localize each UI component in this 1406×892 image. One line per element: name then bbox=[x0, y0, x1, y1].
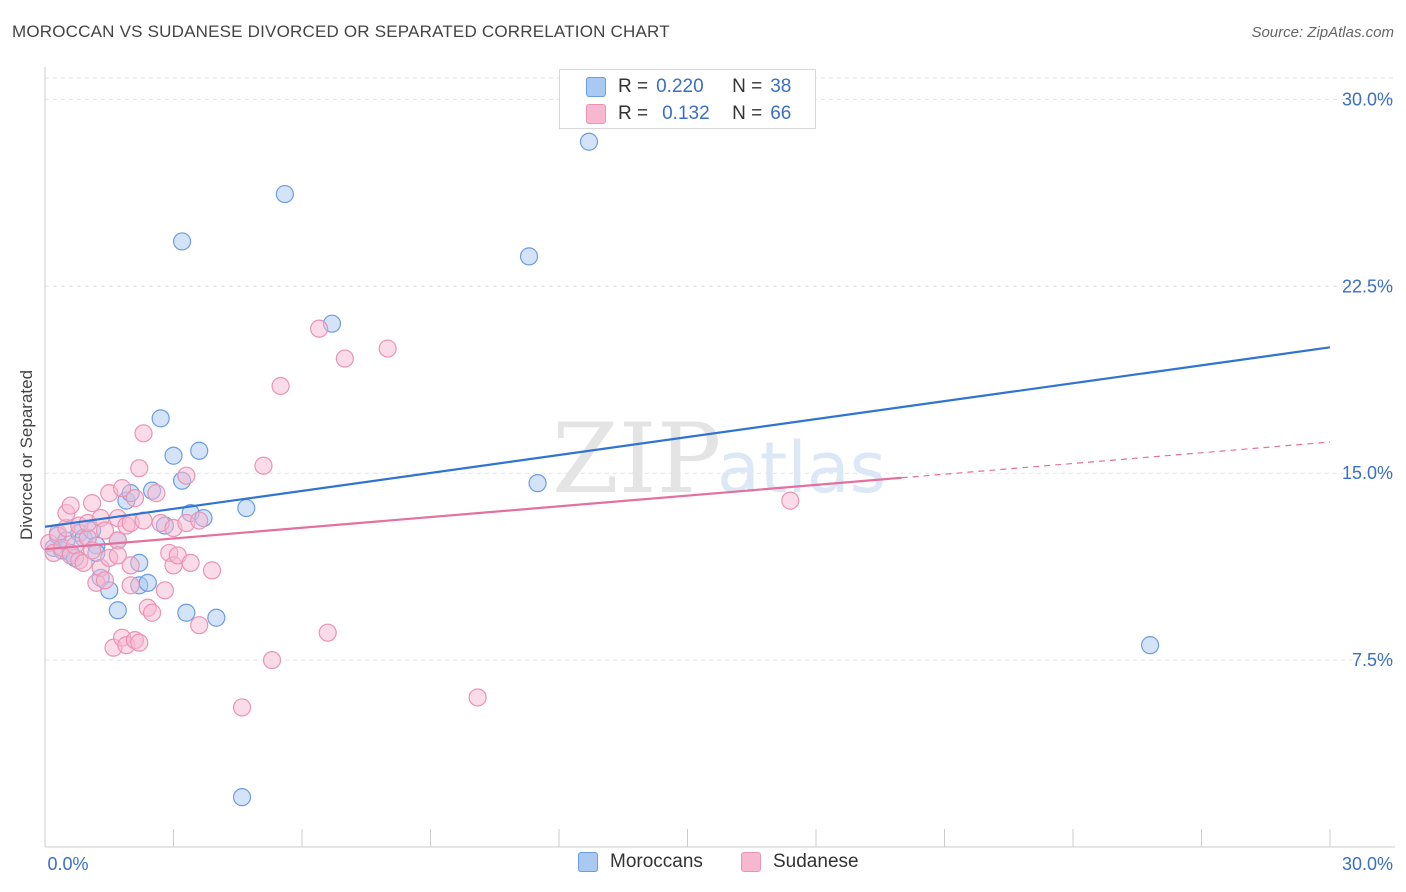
y-tick-label: 22.5% bbox=[1342, 276, 1393, 296]
sudanese-point bbox=[95, 521, 115, 540]
sudanese-point bbox=[781, 491, 800, 510]
moroccan-point bbox=[579, 132, 599, 151]
legend-n-label: N = bbox=[732, 103, 763, 124]
stats-legend: R = 0.220 N = 38 R = 0.132 N = 66 bbox=[559, 69, 816, 129]
legend-n-value: 38 bbox=[770, 76, 792, 97]
sudanese-point bbox=[74, 553, 93, 573]
moroccan-point bbox=[275, 184, 294, 204]
sudanese-point bbox=[190, 616, 209, 635]
sudanese-point bbox=[125, 489, 145, 508]
legend-row-moroccans: R = 0.220 N = 38 bbox=[586, 75, 791, 99]
sudanese-point bbox=[83, 493, 102, 513]
moroccan-point bbox=[172, 232, 192, 251]
watermark: ZIP atlas bbox=[552, 403, 886, 515]
sudanese-point bbox=[181, 553, 200, 573]
sudanese-point bbox=[310, 319, 329, 338]
legend-n-value: 66 bbox=[770, 103, 792, 124]
sudanese-point bbox=[130, 633, 149, 652]
x-tick-label: 0.0% bbox=[47, 854, 88, 874]
sudanese-point bbox=[232, 698, 252, 717]
moroccan-point bbox=[528, 474, 547, 493]
series-legend-label: Moroccans bbox=[610, 851, 703, 872]
trend-line-sudanese-extrapolated bbox=[901, 441, 1331, 479]
trend-line-sudanese bbox=[44, 476, 902, 551]
sudanese-point bbox=[108, 546, 127, 565]
moroccan-point bbox=[108, 601, 127, 620]
sudanese-point bbox=[147, 484, 166, 503]
legend-swatch-blue bbox=[586, 77, 606, 97]
sudanese-point bbox=[155, 581, 175, 600]
trend-lines bbox=[44, 346, 1331, 551]
legend-r-value: 0.132 bbox=[662, 103, 710, 124]
y-tick-label: 7.5% bbox=[1352, 650, 1393, 670]
legend-r-value: 0.220 bbox=[656, 76, 704, 97]
source-label: Source: ZipAtlas.com bbox=[1251, 24, 1394, 41]
sudanese-point bbox=[130, 459, 149, 478]
y-tick-label: 30.0% bbox=[1342, 89, 1393, 109]
moroccan-point bbox=[138, 573, 157, 592]
moroccan-point bbox=[177, 603, 196, 622]
sudanese-point bbox=[142, 603, 162, 622]
sudanese-point bbox=[112, 479, 132, 498]
axes bbox=[44, 67, 1395, 848]
sudanese-point bbox=[190, 511, 209, 530]
legend-n-label: N = bbox=[732, 76, 763, 97]
x-tick-label: 30.0% bbox=[1342, 854, 1393, 874]
moroccan-point bbox=[151, 409, 170, 428]
watermark-zip: ZIP bbox=[552, 403, 721, 515]
sudanese-point bbox=[335, 349, 354, 368]
chart-title: MOROCCAN VS SUDANESE DIVORCED OR SEPARAT… bbox=[12, 22, 670, 41]
legend-r-label: R = bbox=[618, 76, 649, 97]
series-legend-moroccans: Moroccans bbox=[578, 851, 703, 873]
series-legend-label: Sudanese bbox=[773, 851, 859, 872]
sudanese-point bbox=[121, 576, 140, 595]
legend-r-label: R = bbox=[618, 103, 649, 124]
moroccan-point bbox=[232, 788, 252, 807]
series-legend-sudanese: Sudanese bbox=[741, 851, 859, 873]
moroccan-point bbox=[207, 608, 226, 627]
sudanese-point bbox=[254, 456, 273, 475]
moroccan-point bbox=[164, 446, 183, 465]
sudanese-point bbox=[95, 571, 115, 590]
sudanese-point bbox=[61, 496, 80, 515]
trend-line-moroccans bbox=[44, 346, 1331, 528]
sudanese-point bbox=[177, 466, 196, 485]
y-tick-label: 15.0% bbox=[1342, 463, 1393, 483]
sudanese-point bbox=[134, 424, 153, 443]
legend-row-sudanese: R = 0.132 N = 66 bbox=[586, 102, 791, 126]
series-legend: Moroccans Sudanese bbox=[0, 851, 1406, 877]
sudanese-point bbox=[262, 650, 282, 670]
moroccan-point bbox=[1140, 636, 1160, 655]
watermark-atlas: atlas bbox=[717, 427, 886, 509]
moroccan-point bbox=[519, 247, 539, 266]
sudanese-point bbox=[121, 556, 140, 575]
sudanese-point bbox=[271, 376, 290, 396]
moroccan-point bbox=[190, 441, 209, 460]
tick-labels: 7.5% 15.0% 22.5% 30.0% 0.0% 30.0% bbox=[47, 89, 1393, 874]
sudanese-point bbox=[202, 561, 222, 580]
sudanese-point bbox=[318, 623, 337, 642]
moroccan-point bbox=[237, 498, 256, 518]
series-swatch-blue bbox=[578, 852, 598, 872]
y-axis-label: Divorced or Separated bbox=[17, 369, 36, 541]
series-swatch-pink bbox=[741, 852, 761, 872]
legend-swatch-pink bbox=[586, 104, 606, 124]
sudanese-point bbox=[378, 339, 397, 358]
sudanese-point bbox=[468, 688, 487, 707]
grid-lines bbox=[45, 77, 1395, 661]
